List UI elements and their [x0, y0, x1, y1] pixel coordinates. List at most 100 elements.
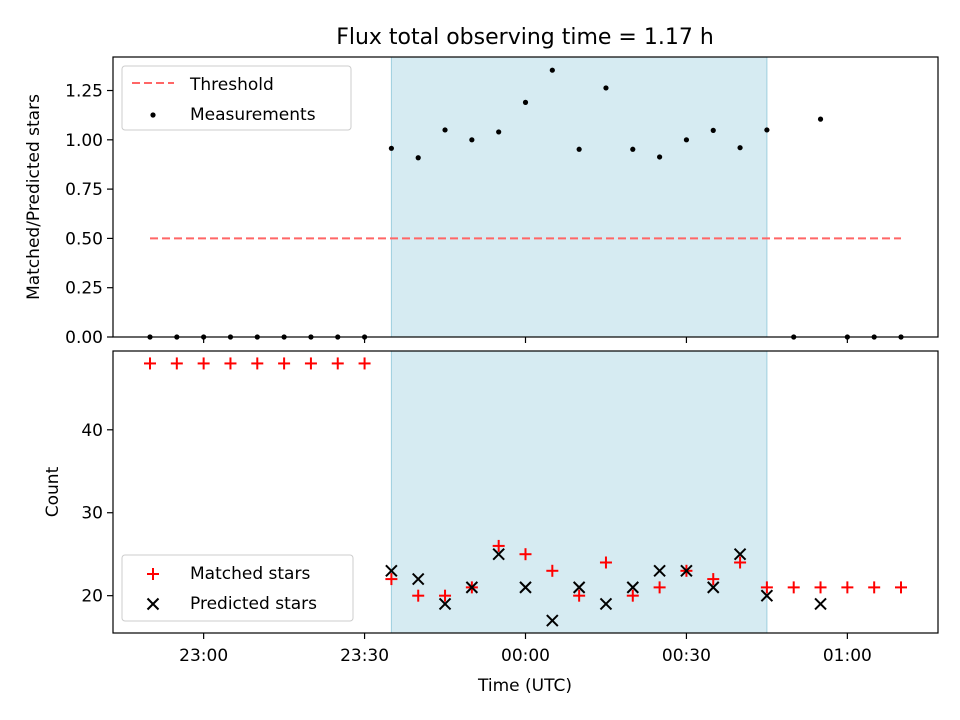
measurement-point	[710, 127, 716, 133]
predicted-star-point	[733, 547, 747, 561]
matched-star-point	[546, 564, 559, 577]
measurement-point	[657, 154, 663, 160]
matched-star-point	[599, 556, 612, 569]
top-y-tick-label: 1.00	[65, 131, 103, 151]
matched-star-point	[787, 581, 800, 594]
legend-predicted-label: Predicted stars	[190, 594, 317, 614]
measurement-point	[469, 137, 475, 143]
cross-stroke-b	[519, 581, 532, 594]
bottom-legend-box	[121, 554, 354, 622]
matched-star-point	[841, 581, 854, 594]
predicted-star-point	[814, 597, 827, 611]
top-y-tick-label: 1.25	[65, 82, 103, 102]
predicted-star-point	[519, 581, 532, 594]
measurement-point	[442, 127, 448, 133]
cross-stroke-b	[385, 564, 398, 578]
x-axis-label: Time (UTC)	[477, 676, 572, 696]
measurement-point	[388, 145, 394, 151]
predicted-star-point	[546, 614, 559, 627]
predicted-star-point	[653, 564, 666, 578]
top-y-axis-label: Matched/Predicted stars	[24, 94, 44, 300]
measurement-point	[764, 127, 770, 133]
matched-star-point	[653, 581, 666, 594]
predicted-star-point	[599, 597, 613, 611]
legend-matched-marker	[147, 568, 159, 580]
matched-star-point	[895, 581, 907, 594]
matched-star-point	[626, 589, 639, 602]
top-legend: Threshold Measurements	[121, 65, 352, 131]
legend-matched-label: Matched stars	[190, 564, 310, 584]
x-tick-label: 01:00	[823, 646, 872, 666]
chart-title: Flux total observing time = 1.17 h	[336, 25, 714, 50]
cross-stroke-b	[412, 572, 425, 586]
top-panel: 0.00 0.25 0.50 0.75 1.00 1.25 Matched/Predict…	[24, 56, 939, 348]
measurement-point	[496, 129, 502, 135]
measurement-point	[603, 85, 609, 91]
cross-stroke-b	[760, 589, 774, 602]
measurement-point	[683, 137, 690, 143]
cross-stroke-b	[438, 597, 452, 611]
legend-measurements-label: Measurements	[190, 105, 316, 125]
predicted-star-point	[760, 589, 774, 602]
measurement-point	[630, 146, 636, 152]
bottom-y-tick-label: 40	[81, 421, 103, 441]
cross-stroke-b	[572, 581, 586, 594]
observing-span-top	[391, 57, 767, 337]
x-tick-label: 23:30	[340, 646, 389, 666]
measurement-point	[737, 145, 743, 151]
matched-star-point	[304, 357, 317, 370]
cross-stroke-b	[733, 547, 747, 561]
matched-star-point	[224, 357, 237, 370]
cross-stroke-b	[653, 564, 666, 578]
matched-star-point	[251, 357, 264, 370]
top-legend-box	[121, 65, 352, 131]
cross-stroke-b	[814, 597, 827, 611]
matched-star-point	[439, 589, 452, 602]
measurement-point	[549, 67, 555, 73]
predicted-star-point	[465, 581, 479, 594]
top-y-tick-label: 0.75	[65, 180, 103, 200]
predicted-star-point	[572, 581, 586, 594]
predicted-star-point	[680, 564, 693, 578]
predicted-star-point	[707, 581, 720, 594]
cross-stroke-b	[599, 597, 613, 611]
predicted-star-point	[626, 581, 639, 594]
cross-stroke-b	[146, 597, 160, 611]
measurement-point	[576, 146, 582, 152]
legend-predicted-marker	[146, 597, 160, 611]
matched-star-point	[170, 357, 183, 370]
matched-star-point	[492, 539, 505, 552]
x-tick-label: 00:30	[662, 646, 711, 666]
legend-threshold-label: Threshold	[189, 75, 274, 95]
x-tick-label: 00:00	[501, 646, 550, 666]
top-y-tick-label: 0.25	[65, 279, 103, 299]
measurement-point	[415, 155, 421, 161]
legend-measurements-swatch	[150, 112, 156, 118]
matched-star-point	[385, 573, 398, 586]
predicted-star-point	[492, 547, 505, 561]
matched-star-point	[573, 589, 586, 602]
cross-stroke-b	[626, 581, 639, 594]
bottom-y-axis-label: Count	[43, 466, 63, 517]
cross-stroke-b	[546, 614, 559, 627]
cross-stroke-b	[707, 581, 720, 594]
matched-star-point	[868, 581, 881, 594]
bottom-y-tick-label: 30	[81, 504, 103, 524]
cross-stroke-b	[680, 564, 693, 578]
predicted-star-point	[385, 564, 398, 578]
top-y-tick-label: 0.50	[65, 229, 103, 249]
bottom-y-tick-label: 20	[81, 587, 103, 607]
matched-star-point	[331, 357, 344, 370]
matched-star-point	[814, 581, 827, 594]
matched-star-point	[412, 589, 425, 602]
predicted-star-point	[438, 597, 452, 611]
measurement-point	[817, 116, 824, 122]
bottom-legend: Matched stars Predicted stars	[121, 554, 354, 622]
matched-star-point	[760, 581, 773, 594]
matched-star-point	[707, 573, 720, 586]
predicted-star-point	[412, 572, 425, 586]
cross-stroke-b	[465, 581, 479, 594]
top-y-tick-label: 0.00	[65, 328, 103, 348]
x-tick-label: 23:00	[179, 646, 228, 666]
